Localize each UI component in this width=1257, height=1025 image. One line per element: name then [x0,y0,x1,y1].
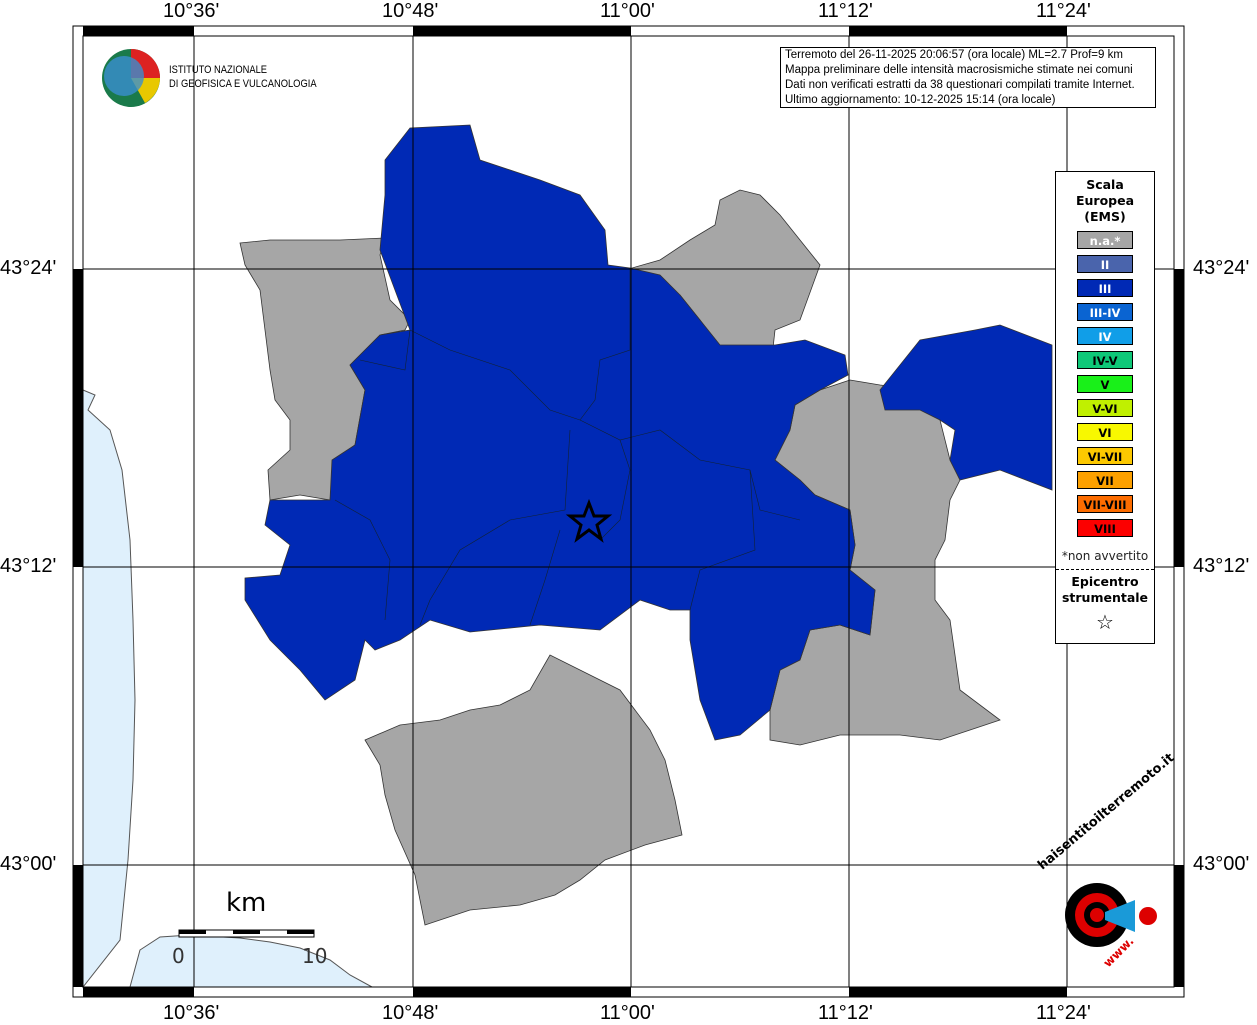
scale-min: 0 [172,944,185,968]
graticule [83,36,1174,987]
lon-label-bottom: 10°48' [382,1002,439,1024]
region-iii-main [244,124,876,741]
legend-swatch-viii: VIII [1077,519,1133,537]
legend-title-line: Europea [1075,193,1135,208]
region-na-south [364,654,683,926]
lon-label-top: 10°36' [163,0,220,22]
scale-max: 10 [302,944,328,968]
legend-swatch-vii: VII [1077,471,1133,489]
legend-title: Scala Europea (EMS) [1056,177,1154,225]
lon-label-top: 11°24' [1036,0,1091,22]
legend-swatch-vvi: V-VI [1077,399,1133,417]
scale-bar [178,929,315,938]
legend-swatch-iiiiv: III-IV [1077,303,1133,321]
lon-label-top: 11°12' [818,0,873,22]
legend-swatch-vivii: VI-VII [1077,447,1133,465]
map-frame [72,25,1185,998]
epicenter-label: Epicentro [1071,574,1139,589]
lon-label-bottom: 11°24' [1036,1002,1091,1024]
lon-label-bottom: 11°12' [818,1002,873,1024]
info-line: Dati non verificati estratti da 38 quest… [785,79,1135,91]
legend-divider [1056,569,1154,570]
info-line: Terremoto del 26-11-2025 20:06:57 (ora l… [785,49,1123,61]
epicenter-label: strumentale [1061,590,1149,605]
logo-line: DI GEOFISICA E VULCANOLOGIA [169,78,317,90]
lon-label-bottom: 10°36' [163,1002,220,1024]
epicenter-star-icon [565,498,613,543]
sea-west [82,389,136,989]
legend-swatches: n.a.* II III III-IV IV IV-V V V-VI VI VI-VII VII VI… [1056,231,1154,537]
ems-legend: Scala Europea (EMS) n.a.* II III III-IV IV IV… [1055,171,1155,644]
legend-epicenter: Epicentro strumentale [1056,574,1154,606]
legend-swatch-na: n.a.* [1077,231,1133,249]
legend-swatch-ivv: IV-V [1077,351,1133,369]
legend-title-line: (EMS) [1084,209,1126,224]
logo-line: ISTITUTO NAZIONALE [169,64,268,76]
lat-label-right: 43°24' [1193,257,1250,279]
info-line: Ultimo aggiornamento: 10-12-2025 15:14 (… [785,94,1056,106]
legend-swatch-viiviii: VII-VIII [1077,495,1133,513]
hai-sentito-logo-icon [1065,883,1157,947]
info-line: Mappa preliminare delle intensità macros… [785,64,1133,76]
scale-unit: km [226,888,267,918]
municipal-borders [334,268,801,626]
ingv-logo-icon [102,49,160,107]
legend-title-line: Scala [1086,177,1124,192]
legend-swatch-vi: VI [1077,423,1133,441]
legend-swatch-iv: IV [1077,327,1133,345]
ingv-logo-text: ISTITUTO NAZIONALE DI GEOFISICA E VULCAN… [169,63,317,91]
lat-label-left: 43°00' [0,853,57,875]
lon-label-bottom: 11°00' [600,1002,655,1024]
lon-label-top: 10°48' [382,0,439,22]
legend-swatch-ii: II [1077,255,1133,273]
lon-label-top: 11°00' [600,0,655,22]
lat-label-right: 43°12' [1193,555,1250,577]
lat-label-left: 43°24' [0,257,57,279]
legend-note: *non avvertito [1061,549,1149,563]
star-icon: ☆ [1096,610,1114,634]
legend-swatch-iii: III [1077,279,1133,297]
lat-label-left: 43°12' [0,555,57,577]
region-iii-east [879,324,1053,491]
event-info-box: Terremoto del 26-11-2025 20:06:57 (ora l… [780,47,1156,108]
legend-swatch-v: V [1077,375,1133,393]
lat-label-right: 43°00' [1193,853,1250,875]
